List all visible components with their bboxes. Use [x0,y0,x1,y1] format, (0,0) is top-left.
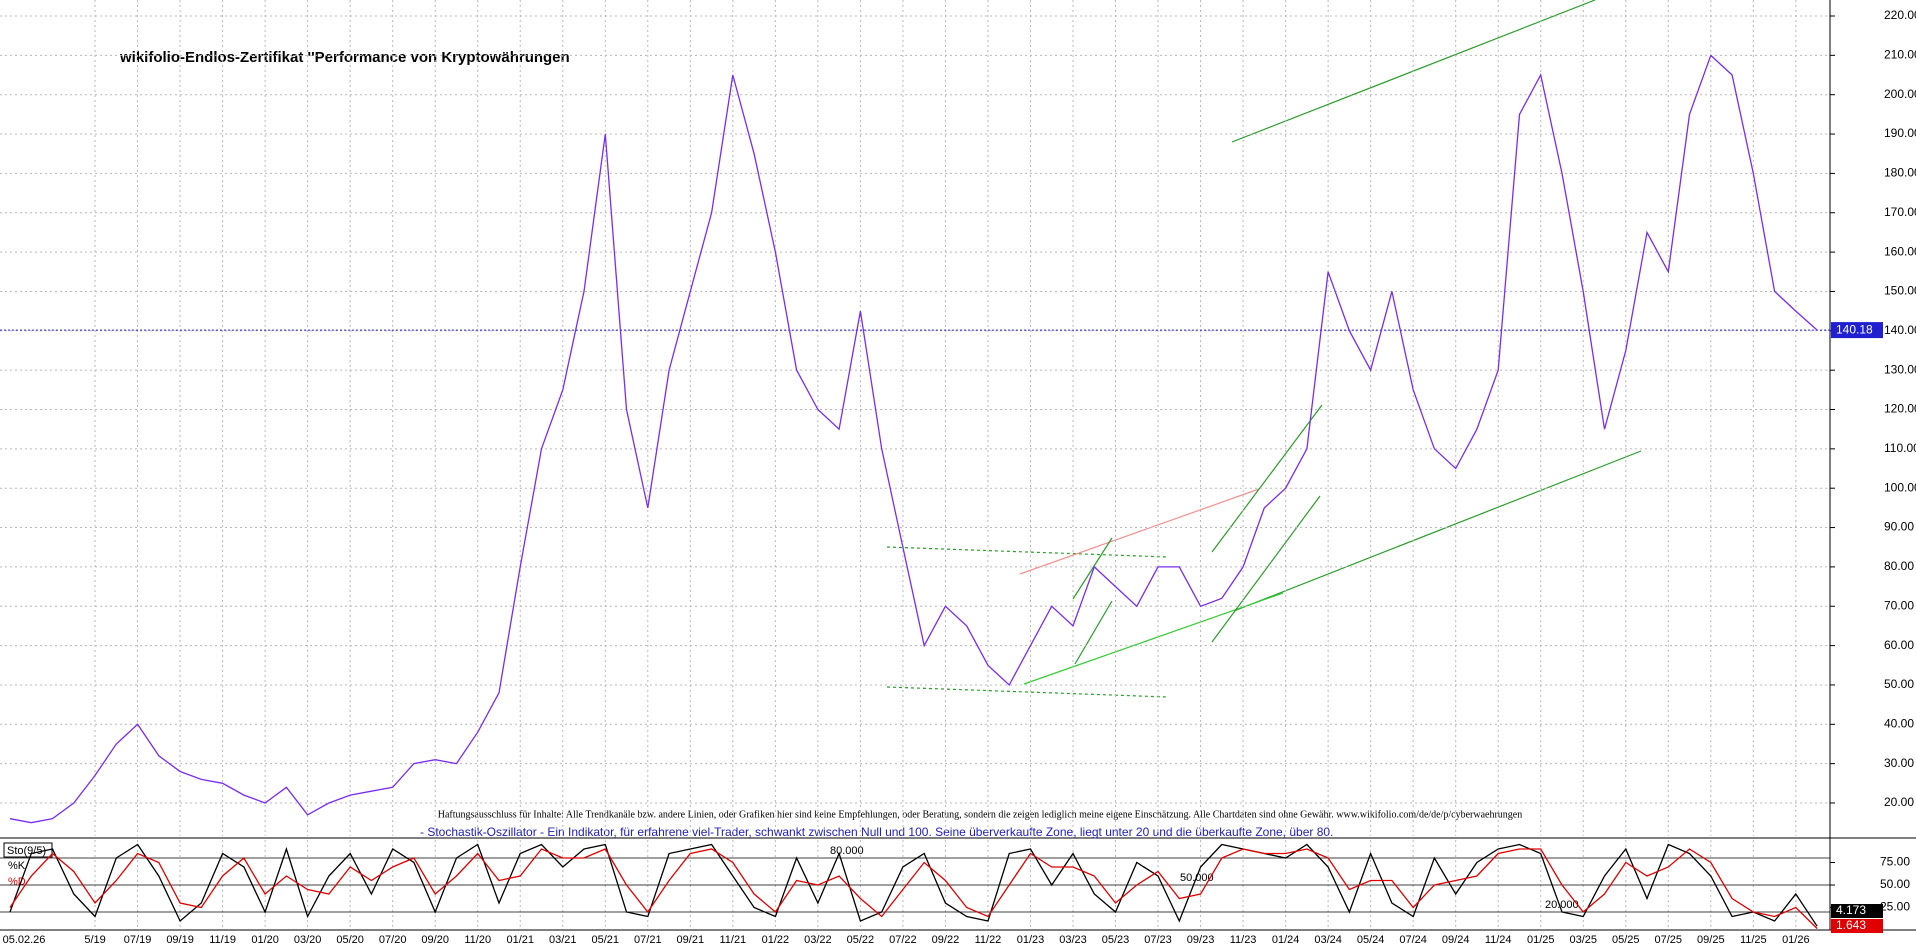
x-tick-label: 11/22 [975,934,1002,946]
y-tick-label: 150.00 [1884,284,1916,298]
trendlines [886,0,1642,698]
disclaimer: Haftungsausschluss für Inhalte: Alle Tre… [438,809,1523,820]
y-tick-label: 220.00 [1884,8,1916,22]
x-tick-label: 01/21 [506,934,534,946]
level-label: 80.000 [830,845,864,857]
y-tick-label: 50.00 [1884,677,1914,691]
x-tick-label: 01/25 [1527,934,1555,946]
y-tick-label: 210.00 [1884,48,1916,62]
indicator-box [3,842,53,858]
x-tick-label: 07/24 [1399,934,1427,946]
x-tick-label: 07/20 [379,934,407,946]
x-tick-label: 03/20 [294,934,322,946]
x-tick-label: 09/24 [1442,934,1470,946]
y-tick-label: 90.00 [1884,520,1914,534]
x-tick-label: 03/23 [1059,934,1087,946]
x-tick-label: 05/25 [1612,934,1640,946]
x-tick-label: 01/26 [1782,934,1810,946]
x-tick-label: 01/20 [251,934,279,946]
x-tick-label: 07/25 [1655,934,1683,946]
x-tick-label: 05/20 [336,934,364,946]
oscillator-description: - Stochastik-Oszillator - Ein Indikator,… [420,825,1333,839]
x-tick-label: 11/23 [1230,934,1257,946]
trendline [1072,537,1113,600]
x-tick-label: 01/22 [762,934,790,946]
indicator-label: Sto(9/5) [7,845,46,857]
x-tick-label: 09/20 [421,934,449,946]
current-value-label: 4.173 [1836,903,1866,917]
current-value-box [1831,904,1883,918]
current-value-label: 1.643 [1836,918,1866,932]
x-tick-label: 05/24 [1357,934,1385,946]
trendline [1233,450,1642,612]
y-tick-label: 130.00 [1884,362,1916,376]
current-value-box [1831,919,1883,933]
x-tick-label: 07/22 [889,934,917,946]
y-tick-label: 180.00 [1884,166,1916,180]
trendline [886,686,1168,698]
x-tick-label: 05/23 [1102,934,1130,946]
x-tick-label: 07/23 [1144,934,1172,946]
y-tick-label: 40.00 [1884,716,1914,730]
trendline [1023,592,1284,685]
y-tick-label: 80.00 [1884,559,1914,573]
y-tick-label: 70.00 [1884,598,1914,612]
y-tick-label: 100.00 [1884,480,1916,494]
x-tick-label: 11/19 [209,934,236,946]
legend-k: %K [8,860,26,872]
trendline [1019,488,1260,575]
y-tick-label: 60.00 [1884,638,1914,652]
series-line [9,848,1818,929]
y-tick-label: 110.00 [1884,441,1916,455]
x-tick-label: 03/21 [549,934,577,946]
y-tick-label: 25.00 [1880,900,1910,914]
y-tick-label: 170.00 [1884,205,1916,219]
x-tick-label: 09/23 [1187,934,1215,946]
x-tick-label: 07/19 [124,934,152,946]
x-tick-label: 11/24 [1485,934,1512,946]
x-tick-label: 11/25 [1740,934,1767,946]
x-tick-label: 09/21 [677,934,705,946]
y-tick-label: 120.00 [1884,402,1916,416]
x-tick-label: 11/20 [464,934,491,946]
y-tick-label: 190.00 [1884,126,1916,140]
y-tick-label: 75.00 [1880,855,1910,869]
trendline [886,546,1168,558]
x-tick-label: 09/19 [166,934,194,946]
series-line [9,843,1818,927]
date-label: 05.02.26 [3,934,46,946]
x-tick-label: 03/24 [1314,934,1342,946]
series-line [9,54,1818,824]
x-tick-label: 01/23 [1017,934,1045,946]
x-tick-label: 07/21 [634,934,662,946]
x-tick-label: 5/19 [84,934,105,946]
chart-title: wikifolio-Endlos-Zertifikat ''Performanc… [119,49,570,66]
x-tick-label: 11/21 [719,934,746,946]
current-value-label: 140.18 [1836,322,1873,336]
x-tick-label: 09/22 [932,934,960,946]
y-tick-label: 140.00 [1884,323,1916,337]
x-tick-label: 05/21 [592,934,620,946]
x-tick-label: 01/24 [1272,934,1300,946]
y-tick-label: 50.00 [1880,877,1910,891]
y-tick-label: 200.00 [1884,87,1916,101]
x-tick-label: 03/25 [1569,934,1597,946]
trendline [1074,600,1113,665]
x-tick-label: 05/22 [847,934,875,946]
x-tick-label: 03/22 [804,934,832,946]
level-label: 20.000 [1545,899,1579,911]
y-tick-label: 20.00 [1884,795,1914,809]
current-value-box [1831,322,1883,339]
x-tick-label: 09/25 [1697,934,1725,946]
y-tick-label: 160.00 [1884,244,1916,258]
trendline [1211,495,1321,643]
y-tick-label: 30.00 [1884,756,1914,770]
